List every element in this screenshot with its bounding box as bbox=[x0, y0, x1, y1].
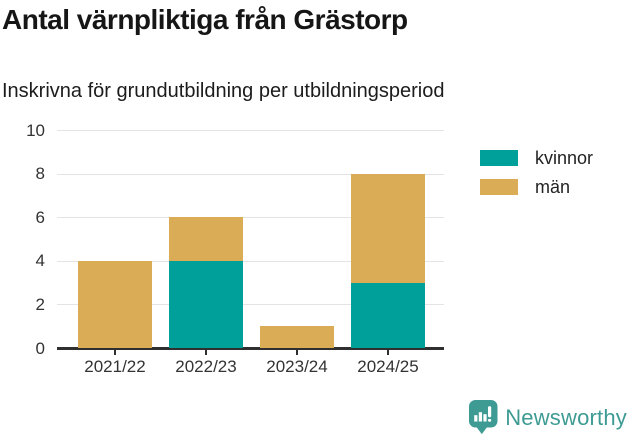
x-axis-tick-label: 2021/22 bbox=[84, 357, 146, 376]
x-axis-tick bbox=[387, 349, 389, 355]
newsworthy-wordmark: Newsworthy bbox=[505, 404, 627, 430]
bar-segment-män bbox=[169, 217, 243, 261]
bar-segment-kvinnor bbox=[169, 260, 243, 348]
gridline bbox=[57, 304, 444, 306]
gridline bbox=[57, 173, 444, 175]
legend-swatch bbox=[480, 150, 518, 166]
bar-segment-kvinnor bbox=[351, 282, 425, 348]
y-axis-tick-label: 2 bbox=[35, 294, 45, 314]
chart-subtitle: Inskrivna för grundutbildning per utbild… bbox=[2, 80, 445, 102]
legend: kvinnor män bbox=[480, 149, 593, 196]
newsworthy-logo: Newsworthy bbox=[469, 400, 627, 435]
y-axis-tick-label: 4 bbox=[35, 251, 45, 271]
legend-item-män: män bbox=[480, 178, 593, 196]
x-axis-tick bbox=[114, 349, 116, 355]
newsworthy-icon bbox=[469, 400, 498, 435]
x-axis-tick bbox=[296, 349, 298, 355]
plot-area: 2021/22 2022/23 2023/24 2024/25 bbox=[57, 130, 444, 376]
y-axis-tick-label: 8 bbox=[35, 164, 45, 184]
x-axis-tick-label: 2023/24 bbox=[266, 357, 328, 376]
bar-segment-män bbox=[351, 173, 425, 283]
legend-label: män bbox=[535, 177, 571, 197]
y-axis-tick-label: 0 bbox=[35, 338, 45, 358]
x-axis-tick-label: 2022/23 bbox=[175, 357, 237, 376]
y-axis-tick-label: 6 bbox=[35, 207, 45, 227]
gridline bbox=[57, 260, 444, 262]
legend-label: kvinnor bbox=[535, 148, 594, 168]
legend-swatch bbox=[480, 179, 518, 195]
gridline bbox=[57, 130, 444, 131]
y-axis-tick-label: 10 bbox=[26, 120, 45, 140]
chart-title: Antal värnpliktiga från Grästorp bbox=[2, 4, 408, 35]
x-axis-tick bbox=[205, 349, 207, 355]
gridline bbox=[57, 217, 444, 219]
legend-item-kvinnor: kvinnor bbox=[480, 149, 593, 167]
x-axis-line bbox=[57, 347, 444, 350]
x-axis-tick-label: 2024/25 bbox=[357, 357, 419, 376]
bar-segment-män bbox=[78, 260, 152, 348]
bar-segment-män bbox=[260, 326, 334, 348]
